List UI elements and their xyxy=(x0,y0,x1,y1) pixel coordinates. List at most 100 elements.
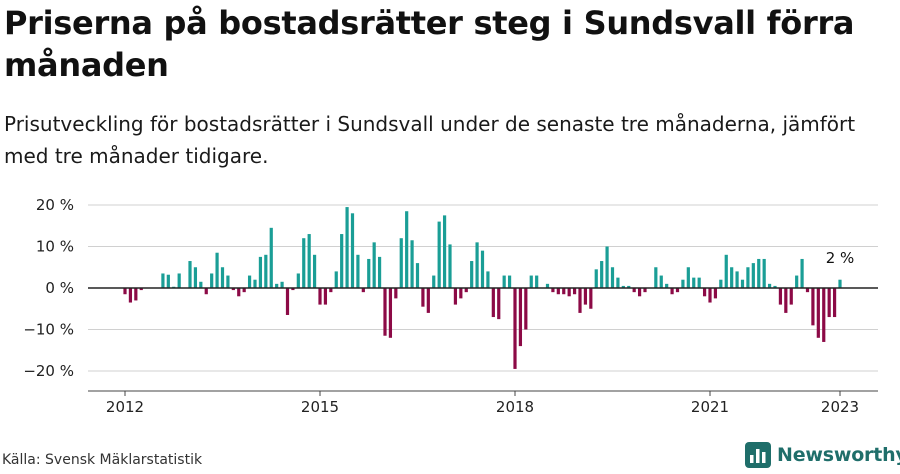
bar xyxy=(778,288,783,305)
source-text: Källa: Svensk Mäklarstatistik xyxy=(2,452,203,468)
bar xyxy=(627,285,631,288)
bar xyxy=(350,213,355,288)
bar xyxy=(789,288,793,305)
bar xyxy=(616,277,620,289)
bar xyxy=(237,288,241,297)
bar xyxy=(356,254,360,288)
bar xyxy=(377,256,382,289)
bar xyxy=(367,258,371,288)
bar xyxy=(405,211,409,288)
bar xyxy=(334,271,338,288)
bar xyxy=(610,267,615,288)
bar xyxy=(805,288,810,293)
bar xyxy=(578,288,582,313)
bar xyxy=(670,288,674,295)
bar xyxy=(832,288,837,318)
bar xyxy=(426,288,430,313)
bar xyxy=(632,288,636,293)
last-value-label: 2 % xyxy=(826,249,855,267)
bars xyxy=(123,207,842,369)
bar xyxy=(816,288,820,338)
bar xyxy=(486,271,490,288)
bar xyxy=(784,288,788,313)
bar xyxy=(296,273,300,288)
y-tick-label: −10 % xyxy=(23,321,74,339)
bar xyxy=(264,254,268,288)
grid-lines xyxy=(88,204,878,372)
bar xyxy=(388,288,393,338)
y-tick-label: 20 % xyxy=(36,196,74,214)
bar xyxy=(258,256,263,289)
bar xyxy=(166,274,170,288)
bar xyxy=(318,288,322,305)
bar xyxy=(762,258,766,288)
bar xyxy=(811,288,815,326)
bar xyxy=(686,267,690,288)
bar xyxy=(464,288,468,293)
bar-chart-logo-icon xyxy=(745,442,771,468)
bar xyxy=(383,288,387,336)
bar xyxy=(551,288,555,293)
chart-title: Priserna på bostadsrätter steg i Sundsva… xyxy=(4,4,855,84)
brand-name: Newsworthy xyxy=(777,444,900,466)
bar xyxy=(193,267,198,288)
bar xyxy=(713,288,718,299)
bar xyxy=(513,288,517,369)
chart-subtitle: Prisutveckling för bostadsrätter i Sunds… xyxy=(4,112,856,168)
bar xyxy=(188,261,192,289)
bar xyxy=(562,288,566,295)
bar xyxy=(453,288,458,305)
bar xyxy=(269,227,273,288)
bar xyxy=(746,267,750,288)
bar xyxy=(751,263,755,288)
bar xyxy=(621,285,625,288)
bar xyxy=(123,288,127,295)
bar xyxy=(643,288,647,293)
bar xyxy=(719,279,723,288)
bar xyxy=(437,221,441,288)
bar xyxy=(773,285,777,288)
bar xyxy=(767,283,772,288)
bar xyxy=(556,288,560,295)
bar xyxy=(637,288,642,297)
bar xyxy=(800,258,804,288)
bar xyxy=(681,279,685,288)
bar xyxy=(410,240,414,288)
bar xyxy=(210,273,214,288)
bar xyxy=(502,275,506,288)
bar xyxy=(448,244,452,288)
bar xyxy=(220,267,225,288)
bar xyxy=(128,288,133,303)
bar xyxy=(231,288,235,291)
bar xyxy=(134,288,138,301)
bar xyxy=(470,261,474,289)
bar xyxy=(697,277,701,289)
bar xyxy=(323,288,328,305)
bar xyxy=(226,275,230,288)
bar xyxy=(654,267,658,288)
bar xyxy=(524,288,528,330)
bar xyxy=(280,281,284,289)
bar xyxy=(507,275,512,288)
bar xyxy=(139,288,143,291)
bar xyxy=(724,254,728,288)
bar xyxy=(589,288,593,309)
bar xyxy=(594,269,598,289)
y-axis-labels: 20 % 10 % 0 % −10 % −20 % xyxy=(23,196,74,380)
x-tick-label: 2021 xyxy=(691,398,729,416)
y-tick-label: 0 % xyxy=(45,279,74,297)
y-tick-label: −20 % xyxy=(23,362,74,380)
bar xyxy=(518,288,523,347)
bar xyxy=(572,288,577,295)
bar xyxy=(708,288,712,303)
bar xyxy=(475,242,479,288)
bar-chart: 20 %10 %0 %−10 %−20 % 2012 2015 2018 2021 20… xyxy=(23,196,878,416)
bar xyxy=(600,261,604,289)
bar xyxy=(675,288,680,293)
bar xyxy=(822,288,826,342)
bar xyxy=(340,234,344,288)
bar xyxy=(605,246,609,288)
bar xyxy=(199,281,203,289)
bar xyxy=(480,250,485,288)
bar xyxy=(442,215,447,289)
